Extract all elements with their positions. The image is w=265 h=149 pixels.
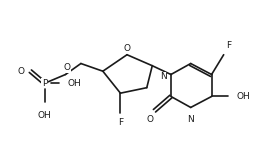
Text: O: O xyxy=(147,115,154,124)
Text: F: F xyxy=(118,118,123,127)
Text: OH: OH xyxy=(38,111,51,120)
Text: P: P xyxy=(42,79,47,88)
Text: O: O xyxy=(123,44,130,53)
Text: O: O xyxy=(18,67,25,76)
Text: OH: OH xyxy=(237,92,251,101)
Text: N: N xyxy=(160,72,166,81)
Text: N: N xyxy=(187,115,194,124)
Text: O: O xyxy=(63,63,70,72)
Text: OH: OH xyxy=(68,79,81,88)
Text: F: F xyxy=(226,41,231,50)
